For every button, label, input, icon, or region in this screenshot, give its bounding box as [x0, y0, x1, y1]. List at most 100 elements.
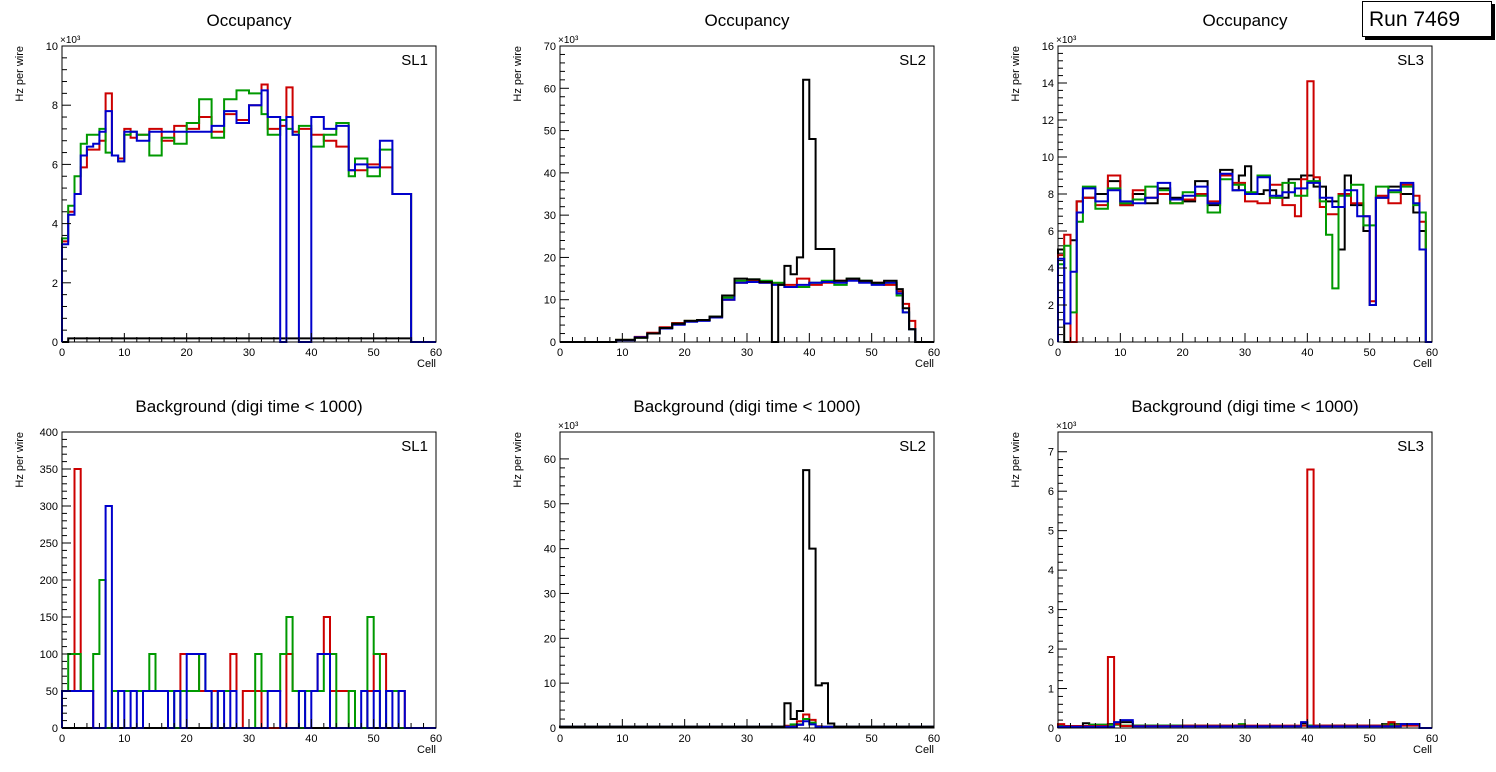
x-tick-label: 30 — [243, 347, 255, 359]
y-tick-label: 50 — [544, 499, 556, 511]
y-tick-label: 200 — [40, 575, 58, 587]
chart-title: Occupancy — [1202, 11, 1288, 30]
x-tick-label: 30 — [741, 347, 753, 359]
y-tick-label: 70 — [544, 41, 556, 53]
chart-panel-1: 0 10 20 30 40 50 600246810×10³OccupancySL1Cell… — [14, 11, 442, 370]
y-axis-label: Hz per wire — [14, 46, 26, 102]
x-tick-label: 40 — [305, 733, 317, 745]
y-tick-label: 7 — [1048, 447, 1054, 459]
x-tick-label: 10 — [616, 733, 628, 745]
y-tick-label: 30 — [544, 210, 556, 222]
x-tick-label: 40 — [1301, 347, 1313, 359]
series-layer1 — [560, 78, 934, 343]
y-tick-label: 60 — [544, 83, 556, 95]
series-layer3 — [61, 89, 436, 343]
y-tick-label: 2 — [52, 278, 58, 290]
x-tick-label: 20 — [1177, 347, 1189, 359]
superlayer-label: SL1 — [401, 438, 428, 455]
x-tick-label: 40 — [803, 733, 815, 745]
y-tick-label: 5 — [1048, 526, 1054, 538]
x-tick-label: 30 — [741, 733, 753, 745]
x-tick-label: 10 — [1114, 347, 1126, 359]
y-tick-label: 12 — [1042, 115, 1054, 127]
chart-title: Background (digi time < 1000) — [135, 397, 362, 416]
chart-title: Background (digi time < 1000) — [1131, 397, 1358, 416]
superlayer-label: SL3 — [1397, 52, 1424, 69]
y-tick-label: 4 — [1048, 565, 1054, 577]
x-tick-label: 40 — [1301, 733, 1313, 745]
x-tick-label: 0 — [59, 347, 65, 359]
y-tick-label: 0 — [550, 337, 556, 349]
chart-panel-2: 0 10 20 30 40 50 60 0 10 20 30 40 50 60 70×10³ Occupanc… — [512, 11, 940, 370]
chart-title: Occupancy — [704, 11, 790, 30]
chart-panel-6: 0 10 20 30 40 50 60 0 1 2 3 4 5 6 7 ×10³ Background (dig… — [1010, 397, 1438, 756]
x-axis-label: Cell — [915, 744, 934, 756]
x-tick-label: 50 — [1364, 733, 1376, 745]
y-tick-label: 14 — [1042, 78, 1054, 90]
x-tick-label: 50 — [368, 347, 380, 359]
y-axis-multiplier: ×10³ — [1056, 421, 1077, 432]
x-tick-label: 20 — [679, 347, 691, 359]
chart-panel-5: 0 10 20 30 40 50 60 0 10 20 30 40 50 60 ×10³ Background… — [512, 397, 940, 756]
chart-title: Background (digi time < 1000) — [633, 397, 860, 416]
x-tick-label: 50 — [866, 733, 878, 745]
x-axis-label: Cell — [915, 358, 934, 370]
plot-frame — [559, 431, 935, 729]
y-tick-label: 10 — [544, 678, 556, 690]
series-layer2 — [1057, 468, 1432, 729]
series-layer4 — [61, 505, 436, 729]
y-tick-label: 4 — [52, 219, 58, 231]
y-tick-label: 10 — [544, 295, 556, 307]
x-tick-label: 30 — [1239, 733, 1251, 745]
y-tick-label: 20 — [544, 252, 556, 264]
chart-panel-3: 0 10 20 30 40 50 60 0 2 4 6 8 10 12 14 16×10³ Occupancy S… — [1010, 11, 1438, 370]
x-tick-label: 60 — [430, 733, 442, 745]
y-tick-label: 50 — [544, 126, 556, 138]
y-tick-label: 10 — [46, 41, 58, 53]
x-axis-label: Cell — [417, 358, 436, 370]
x-tick-label: 0 — [59, 733, 65, 745]
y-tick-label: 50 — [46, 686, 58, 698]
y-tick-label: 20 — [544, 633, 556, 645]
chart-title: Occupancy — [206, 11, 292, 30]
x-tick-label: 20 — [1177, 733, 1189, 745]
y-tick-label: 250 — [40, 538, 58, 550]
x-axis-label: Cell — [1413, 358, 1432, 370]
x-tick-label: 0 — [557, 733, 563, 745]
y-tick-label: 0 — [1048, 337, 1054, 349]
x-tick-label: 0 — [1055, 347, 1061, 359]
y-axis-multiplier: ×10³ — [60, 35, 81, 46]
x-tick-label: 0 — [1055, 733, 1061, 745]
y-tick-label: 40 — [544, 168, 556, 180]
series-layer2 — [560, 277, 934, 343]
x-tick-label: 60 — [430, 347, 442, 359]
y-axis-label: Hz per wire — [512, 46, 524, 102]
plot-frame — [559, 45, 935, 343]
chart-panel-4: 0 10 20 30 40 50 60 0 50 100 150 200 250 300 350 400 Bac… — [14, 397, 442, 756]
y-tick-label: 8 — [52, 100, 58, 112]
y-tick-label: 0 — [52, 723, 58, 735]
x-tick-label: 10 — [1114, 733, 1126, 745]
x-tick-label: 20 — [181, 347, 193, 359]
y-tick-label: 6 — [52, 159, 58, 171]
x-tick-label: 30 — [1239, 347, 1251, 359]
y-tick-label: 2 — [1048, 644, 1054, 656]
series-layer3 — [560, 277, 934, 343]
y-tick-label: 350 — [40, 464, 58, 476]
x-tick-label: 20 — [679, 733, 691, 745]
y-tick-label: 0 — [550, 723, 556, 735]
y-tick-label: 8 — [1048, 189, 1054, 201]
x-tick-label: 60 — [928, 347, 940, 359]
run-number-label: Run 7469 — [1362, 1, 1492, 37]
superlayer-label: SL3 — [1397, 438, 1424, 455]
x-tick-label: 60 — [928, 733, 940, 745]
superlayer-label: SL2 — [899, 438, 926, 455]
x-tick-label: 60 — [1426, 347, 1438, 359]
y-tick-label: 0 — [1048, 723, 1054, 735]
y-tick-label: 10 — [1042, 152, 1054, 164]
x-tick-label: 0 — [557, 347, 563, 359]
series-layer4 — [560, 279, 934, 343]
x-tick-label: 60 — [1426, 733, 1438, 745]
x-tick-label: 50 — [368, 733, 380, 745]
